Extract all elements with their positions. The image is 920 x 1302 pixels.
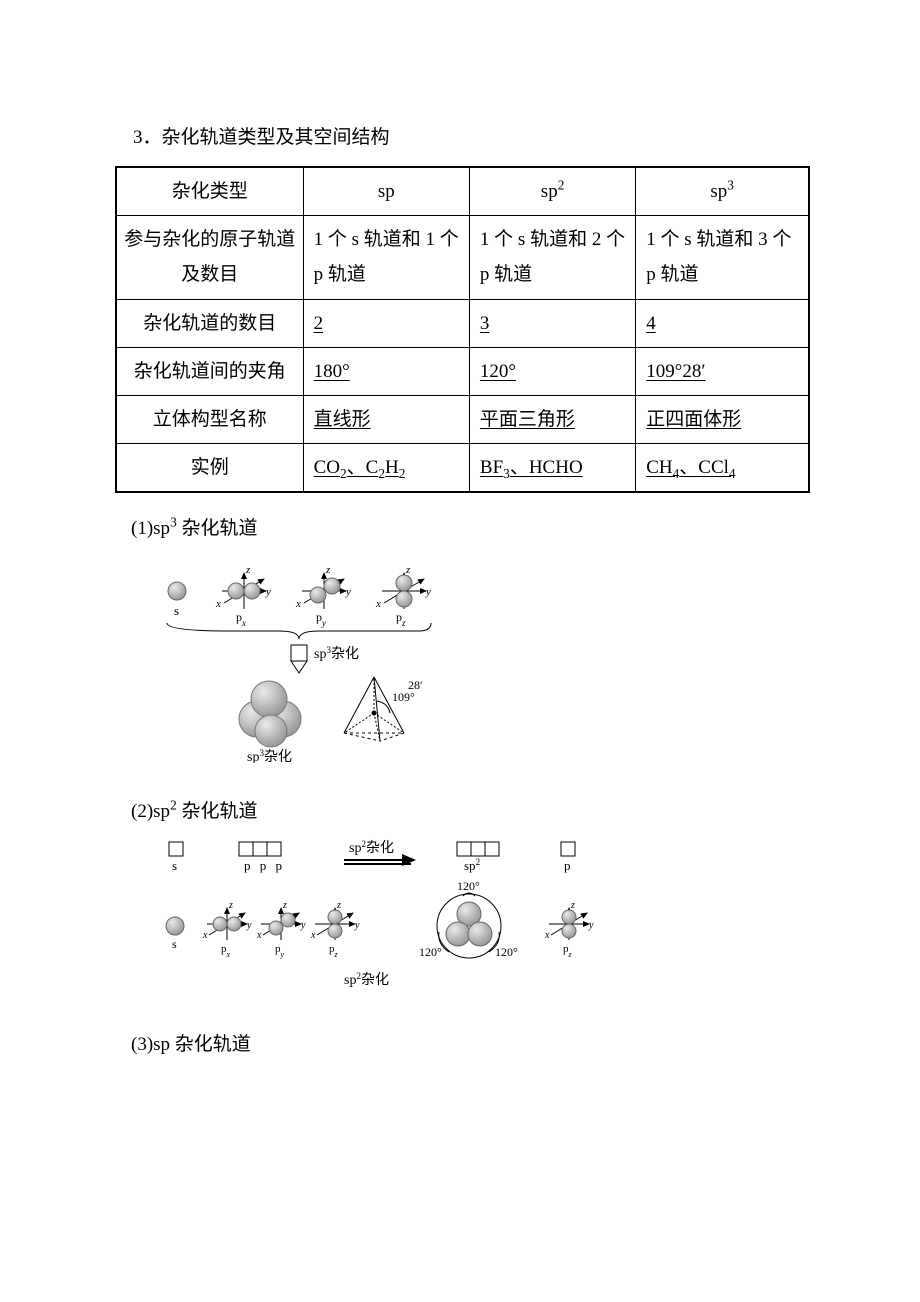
orbital-box-pright-icon: p (561, 842, 575, 873)
svg-text:y: y (246, 920, 252, 931)
svg-text:sp2杂化: sp2杂化 (349, 839, 394, 856)
svg-text:sp2: sp2 (464, 857, 480, 873)
svg-text:sp3杂化: sp3杂化 (247, 748, 292, 763)
sp2-result-icon: 120° 120° 120° (419, 879, 518, 959)
sp2-figure: s p p p sp2杂化 sp2 p (149, 836, 810, 1009)
col-header: 杂化类型 (116, 167, 303, 216)
svg-text:z: z (245, 564, 251, 576)
cell: 1 个 s 轨道和 2 个 p 轨道 (469, 216, 635, 299)
svg-text:28′: 28′ (408, 678, 423, 692)
cell: 1 个 s 轨道和 3 个 p 轨道 (636, 216, 809, 299)
orbital-s-icon: s (166, 917, 184, 951)
sp2-heading: (2)sp2 杂化轨道 (131, 794, 810, 830)
svg-text:x: x (202, 930, 208, 941)
svg-text:py: py (316, 610, 326, 628)
table-row: 杂化轨道的数目 2 3 4 (116, 299, 809, 347)
table-row: 参与杂化的原子轨道及数目 1 个 s 轨道和 1 个 p 轨道 1 个 s 轨道… (116, 216, 809, 299)
svg-text:pz: pz (396, 610, 406, 628)
svg-text:120°: 120° (495, 945, 518, 959)
table-row: 实例 CO2、C2H2 BF3、HCHO CH4、CCl4 (116, 443, 809, 492)
sp3-heading: (1)sp3 杂化轨道 (131, 511, 810, 547)
table-header-row: 杂化类型 sp sp2 sp3 (116, 167, 809, 216)
cell: BF3、HCHO (469, 443, 635, 492)
svg-text:x: x (215, 598, 221, 610)
cell: 3 (469, 299, 635, 347)
svg-text:y: y (425, 586, 431, 598)
svg-text:x: x (310, 930, 316, 941)
orbital-px-icon: x y z px (215, 564, 271, 628)
svg-text:sp3杂化: sp3杂化 (314, 645, 359, 662)
svg-text:120°: 120° (419, 945, 442, 959)
orbital-box-sp2-icon: sp2 (457, 842, 499, 873)
col-header: sp (303, 167, 469, 216)
svg-text:pz: pz (329, 943, 339, 959)
svg-text:y: y (300, 920, 306, 931)
svg-text:y: y (265, 586, 271, 598)
svg-text:py: py (275, 943, 285, 959)
cell: 180° (303, 347, 469, 395)
table-row: 立体构型名称 直线形 平面三角形 正四面体形 (116, 395, 809, 443)
svg-text:z: z (570, 900, 575, 911)
cell: 正四面体形 (636, 395, 809, 443)
orbital-box-p-icon: p p p (239, 842, 285, 873)
col-header: sp2 (469, 167, 635, 216)
orbital-pz-remain-icon: x y z pz (544, 900, 594, 959)
cell: 4 (636, 299, 809, 347)
tetrahedron-icon: 109° 28′ (344, 677, 423, 741)
svg-text:x: x (256, 930, 262, 941)
hybridization-table: 杂化类型 sp sp2 sp3 参与杂化的原子轨道及数目 1 个 s 轨道和 1… (115, 166, 810, 493)
orbital-pz-icon: x y z pz (375, 564, 431, 628)
svg-text:s: s (174, 603, 179, 618)
svg-text:y: y (588, 920, 594, 931)
sp3-result-icon: sp3杂化 (239, 681, 301, 763)
table-row: 杂化轨道间的夹角 180° 120° 109°28′ (116, 347, 809, 395)
sp-heading: (3)sp 杂化轨道 (131, 1027, 810, 1063)
svg-text:z: z (228, 900, 233, 911)
cell: 109°28′ (636, 347, 809, 395)
orbital-px-icon: x y z px (202, 900, 252, 959)
svg-text:y: y (345, 586, 351, 598)
cell: CO2、C2H2 (303, 443, 469, 492)
cell: 120° (469, 347, 635, 395)
svg-text:x: x (375, 598, 381, 610)
svg-text:109°: 109° (392, 690, 415, 704)
section-heading: 3．杂化轨道类型及其空间结构 (133, 120, 810, 156)
sp3-figure: s x y z px x (149, 553, 810, 776)
orbital-box-s-icon: s (169, 842, 183, 873)
svg-text:z: z (336, 900, 341, 911)
svg-text:p: p (564, 858, 571, 873)
svg-text:120°: 120° (457, 879, 480, 893)
page: 3．杂化轨道类型及其空间结构 杂化类型 sp sp2 sp3 参与杂化的原子轨道… (0, 0, 920, 1130)
svg-text:x: x (295, 598, 301, 610)
row-label: 立体构型名称 (116, 395, 303, 443)
svg-text:z: z (325, 564, 331, 576)
orbital-s-icon: s (168, 582, 186, 618)
cell: CH4、CCl4 (636, 443, 809, 492)
cell: 2 (303, 299, 469, 347)
svg-text:x: x (544, 930, 550, 941)
cell: 直线形 (303, 395, 469, 443)
svg-text:s: s (172, 937, 177, 951)
row-label: 杂化轨道间的夹角 (116, 347, 303, 395)
svg-text:z: z (282, 900, 287, 911)
orbital-pz-icon: x y z pz (310, 900, 360, 959)
row-label: 参与杂化的原子轨道及数目 (116, 216, 303, 299)
svg-text:pz: pz (563, 943, 573, 959)
sp2-arrow-icon: sp2杂化 (344, 839, 414, 864)
svg-text:px: px (236, 610, 246, 628)
col-header: sp3 (636, 167, 809, 216)
row-label: 实例 (116, 443, 303, 492)
svg-text:y: y (354, 920, 360, 931)
svg-text:z: z (405, 564, 411, 576)
sp2-caption: sp2杂化 (344, 971, 389, 988)
svg-text:p p p: p p p (244, 858, 285, 873)
svg-text:px: px (221, 943, 231, 959)
cell: 平面三角形 (469, 395, 635, 443)
row-label: 杂化轨道的数目 (116, 299, 303, 347)
orbital-py-icon: x y z py (295, 564, 351, 628)
svg-text:s: s (172, 858, 177, 873)
orbital-py-icon: x y z py (256, 900, 306, 959)
hybridize-arrow-icon: sp3杂化 (291, 645, 359, 673)
cell: 1 个 s 轨道和 1 个 p 轨道 (303, 216, 469, 299)
